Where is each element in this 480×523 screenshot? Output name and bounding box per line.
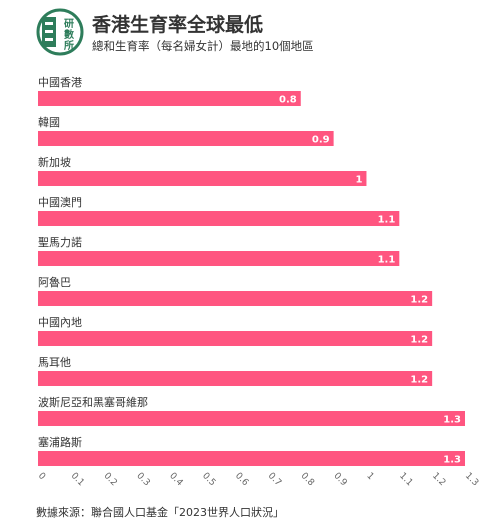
bar	[38, 291, 433, 306]
x-tick-label: 0.6	[233, 471, 250, 488]
category-label: 塞浦路斯	[38, 435, 82, 449]
data-source: 數據來源：聯合國人口基金「2023世界人口狀況」	[36, 506, 284, 519]
bar	[38, 371, 433, 386]
logo-icon: 研 數 所	[36, 8, 84, 56]
x-tick-label: 1.2	[430, 471, 447, 488]
bar-value-label: 0.9	[312, 135, 330, 146]
chart-header: 研 數 所 香港生育率全球最低 總和生育率（每名婦女計）最地的10個地區	[36, 8, 476, 58]
x-tick-label: 0.8	[299, 471, 316, 488]
chart-title: 香港生育率全球最低	[92, 14, 264, 36]
bar-value-label: 1.2	[410, 295, 428, 306]
bar-value-label: 1.3	[443, 455, 461, 466]
bar-value-label: 1.3	[443, 415, 461, 426]
category-label: 中國內地	[38, 316, 82, 329]
svg-text:所: 所	[64, 39, 74, 52]
x-tick-label: 0.9	[331, 471, 348, 488]
x-tick-label: 0	[36, 471, 47, 482]
x-tick-label: 0.7	[266, 471, 283, 488]
x-tick-label: 1	[364, 471, 375, 482]
x-tick-label: 0.1	[69, 471, 86, 488]
bar-chart: 中國香港 0.8 韓國 0.9 新加坡 1 中國澳門 1.1 聖馬力諾 1.1 阿魯巴 1.2 中國內地…	[36, 76, 480, 488]
x-tick-label: 0.4	[167, 471, 184, 488]
x-tick-label: 0.3	[134, 471, 151, 488]
category-label: 馬耳他	[38, 356, 71, 369]
category-label: 聖馬力諾	[38, 235, 82, 249]
x-tick-label: 0.5	[200, 471, 217, 488]
bar-value-label: 0.8	[279, 95, 297, 106]
category-label: 波斯尼亞和黑塞哥維那	[38, 395, 148, 409]
category-label: 阿魯巴	[38, 275, 71, 289]
category-label: 中國香港	[38, 76, 82, 89]
category-label: 韓國	[38, 116, 60, 129]
bar	[38, 331, 433, 346]
x-tick-label: 0.2	[102, 471, 119, 488]
category-label: 新加坡	[38, 155, 71, 169]
bar	[38, 131, 334, 146]
category-label: 中國澳門	[38, 196, 82, 209]
x-tick-label: 1.1	[397, 471, 414, 488]
bar	[38, 451, 465, 466]
bar-value-label: 1.2	[410, 335, 428, 346]
bar-value-label: 1.1	[378, 215, 396, 226]
bar	[38, 171, 367, 186]
x-tick-label: 1.3	[463, 471, 480, 488]
bar	[38, 251, 400, 266]
bar-value-label: 1.2	[410, 375, 428, 386]
bar	[38, 411, 465, 426]
bar-value-label: 1	[355, 175, 362, 186]
svg-text:數: 數	[64, 28, 74, 41]
chart-subtitle: 總和生育率（每名婦女計）最地的10個地區	[92, 39, 314, 53]
svg-text:研: 研	[64, 18, 74, 30]
bar-value-label: 1.1	[378, 255, 396, 266]
bar	[38, 91, 301, 106]
bar	[38, 211, 400, 226]
